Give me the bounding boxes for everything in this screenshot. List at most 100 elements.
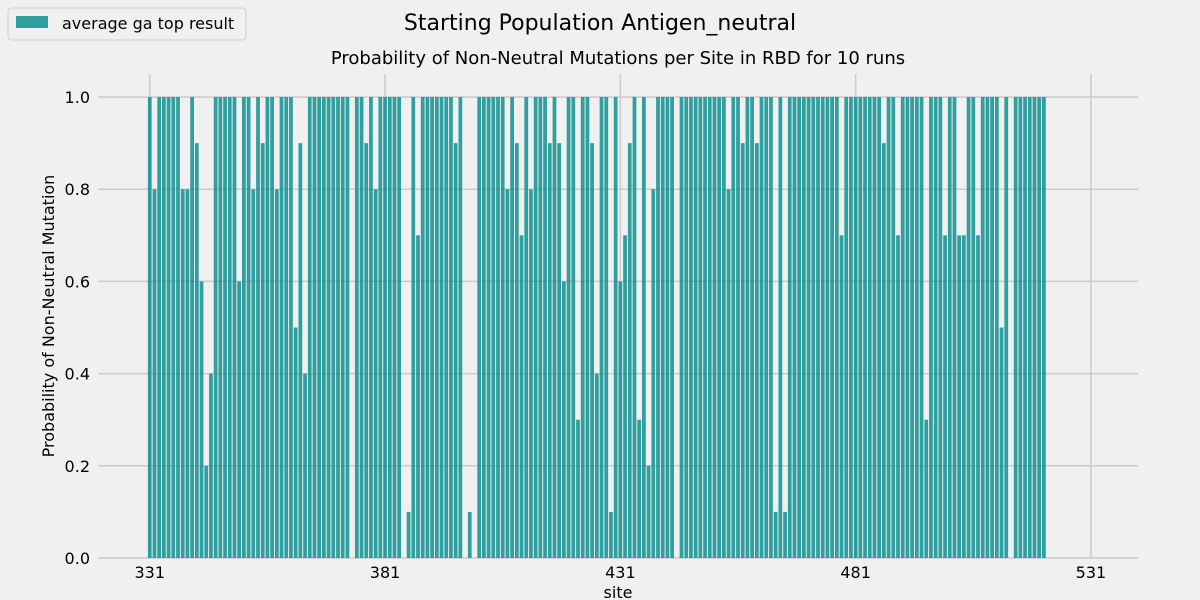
bar	[599, 97, 604, 559]
bar	[387, 97, 392, 559]
y-tick-label: 1.0	[65, 88, 90, 107]
bar	[444, 97, 449, 559]
bar	[505, 189, 510, 558]
bar	[825, 97, 830, 559]
bar	[430, 97, 434, 559]
bar	[552, 97, 557, 559]
bar	[952, 97, 957, 559]
bar	[566, 97, 571, 559]
bar	[896, 235, 900, 559]
bar	[627, 143, 632, 558]
bar	[213, 97, 218, 559]
bar	[703, 97, 707, 559]
y-tick-label: 0.0	[65, 549, 90, 568]
bar	[910, 97, 914, 559]
bar	[284, 97, 289, 559]
bar	[839, 235, 844, 559]
bar	[171, 97, 176, 559]
bar	[194, 143, 199, 558]
bar	[298, 143, 303, 558]
y-axis-ticks: 0.0 0.2 0.4 0.6 0.8 1.0	[65, 88, 90, 568]
bar	[562, 281, 566, 558]
bar	[726, 189, 731, 558]
bar	[585, 97, 590, 559]
bar	[1037, 97, 1042, 559]
bars	[147, 97, 1046, 559]
bar	[157, 97, 162, 559]
bar	[886, 97, 891, 559]
bar	[496, 97, 500, 559]
bar	[547, 143, 552, 558]
bar	[754, 143, 759, 558]
bar	[204, 465, 209, 558]
bar	[289, 97, 293, 559]
bar	[434, 97, 439, 559]
bar	[378, 97, 383, 559]
bar	[778, 97, 783, 559]
bar	[458, 97, 463, 559]
bar	[580, 97, 585, 559]
bar	[524, 97, 529, 559]
bar	[957, 235, 962, 559]
bar	[632, 97, 637, 559]
chart-title: Probability of Non-Neutral Mutations per…	[331, 48, 905, 69]
bar	[891, 97, 896, 559]
bar	[482, 97, 486, 559]
bar	[877, 97, 882, 559]
bar	[943, 235, 947, 559]
bar	[345, 97, 350, 559]
bar	[797, 97, 802, 559]
bar	[152, 189, 157, 558]
bar	[242, 97, 246, 559]
bar	[623, 235, 627, 559]
bar	[486, 97, 491, 559]
bar	[872, 97, 877, 559]
bar	[373, 189, 378, 558]
bar	[914, 97, 919, 559]
bar	[500, 97, 505, 559]
bar	[806, 97, 811, 559]
bar	[514, 143, 519, 558]
bar	[900, 97, 905, 559]
bar	[185, 189, 190, 558]
bar	[849, 97, 853, 559]
bar	[966, 97, 971, 559]
legend-label: average ga top result	[62, 14, 234, 33]
bar	[519, 235, 524, 559]
bar	[882, 143, 886, 558]
bar	[844, 97, 849, 559]
bar	[397, 97, 402, 559]
x-axis-label: site	[604, 583, 633, 600]
bar	[670, 97, 674, 559]
bar	[467, 511, 472, 558]
bar	[543, 97, 547, 559]
bar	[693, 97, 698, 559]
bar	[1042, 97, 1046, 559]
x-axis-ticks: 331 381 431 481 531	[134, 563, 1106, 582]
bar	[618, 281, 623, 558]
bar	[317, 97, 322, 559]
bar	[190, 97, 194, 559]
bar	[270, 97, 274, 559]
bar	[256, 97, 260, 559]
bar	[218, 97, 223, 559]
bar	[260, 143, 265, 558]
bar	[712, 97, 717, 559]
bar	[802, 97, 806, 559]
bar	[477, 97, 482, 559]
bar	[293, 327, 298, 558]
legend: average ga top result	[7, 7, 247, 41]
bar	[251, 189, 256, 558]
bar	[411, 97, 416, 559]
bar	[449, 97, 453, 559]
bar	[651, 189, 656, 558]
bar	[773, 511, 778, 558]
bar	[369, 97, 373, 559]
bar	[166, 97, 171, 559]
bar	[999, 327, 1004, 558]
y-axis-label: Probability of Non-Neutral Mutation	[39, 175, 58, 458]
bar	[420, 97, 425, 559]
bar	[947, 97, 952, 559]
bar	[816, 97, 820, 559]
bar	[354, 97, 359, 559]
